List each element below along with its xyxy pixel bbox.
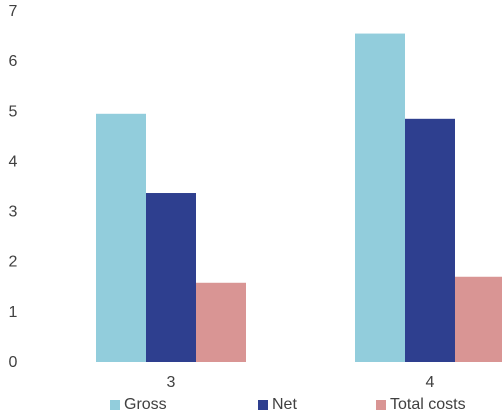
x-tick-label-4: 4 xyxy=(426,374,435,391)
y-tick-label-5: 5 xyxy=(9,103,18,120)
legend: Gross Net Total costs xyxy=(110,395,502,414)
legend-label-gross: Gross xyxy=(124,395,167,413)
bar-net-3 xyxy=(146,193,196,362)
y-tick-label-0: 0 xyxy=(9,354,18,371)
bar-gross-4 xyxy=(355,33,405,363)
y-tick-label-6: 6 xyxy=(9,53,18,70)
bar-total-costs-4 xyxy=(455,276,502,362)
legend-item-gross: Gross xyxy=(110,396,258,414)
y-axis: 0 1 2 3 4 5 6 7 xyxy=(9,3,18,371)
legend-label-total-costs: Total costs xyxy=(390,395,466,413)
y-tick-label-4: 4 xyxy=(9,153,18,170)
y-tick-label-7: 7 xyxy=(9,3,18,20)
bar-net-4 xyxy=(405,118,455,362)
legend-item-net: Net xyxy=(258,396,376,414)
bar-gross-3 xyxy=(96,113,146,363)
y-tick-label-2: 2 xyxy=(9,254,18,271)
legend-item-total-costs: Total costs xyxy=(376,396,466,414)
bar-total-costs-3 xyxy=(196,282,246,362)
legend-swatch-net xyxy=(258,399,268,410)
legend-swatch-total-costs xyxy=(376,399,386,410)
plot-area xyxy=(96,33,502,363)
x-tick-label-3: 3 xyxy=(167,374,176,391)
y-tick-label-3: 3 xyxy=(9,204,18,221)
y-tick-label-1: 1 xyxy=(9,304,18,321)
legend-swatch-gross xyxy=(110,399,120,410)
legend-label-net: Net xyxy=(272,395,297,413)
